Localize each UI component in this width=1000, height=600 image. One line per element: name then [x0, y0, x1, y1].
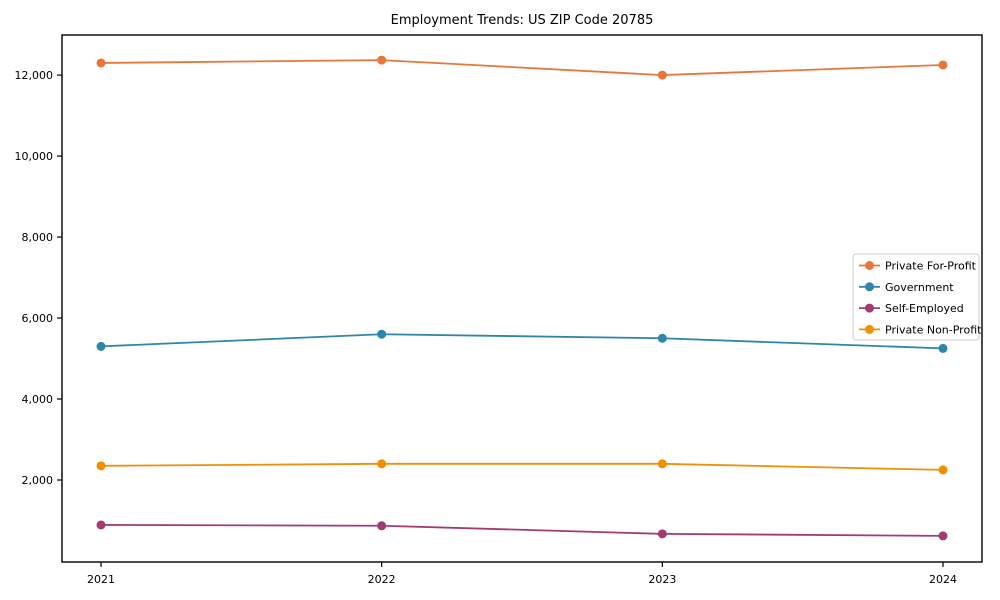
data-point — [657, 70, 667, 80]
x-tick-label: 2023 — [648, 573, 676, 586]
data-point — [938, 531, 948, 541]
data-point — [96, 520, 106, 530]
y-tick-label: 8,000 — [22, 231, 54, 244]
data-point — [377, 521, 387, 531]
data-point — [377, 55, 387, 65]
y-tick-label: 12,000 — [15, 69, 54, 82]
legend-label: Government — [885, 281, 954, 294]
y-tick-label: 2,000 — [22, 474, 54, 487]
legend-marker — [865, 261, 874, 270]
series-line-private-for-profit — [100, 59, 944, 76]
data-point — [657, 333, 667, 343]
series-line-self-employed — [100, 524, 944, 537]
x-tick-label: 2022 — [368, 573, 396, 586]
data-point — [657, 459, 667, 469]
series-line-government — [100, 333, 944, 350]
x-tick-label: 2021 — [87, 573, 115, 586]
x-tick-label: 2024 — [929, 573, 957, 586]
legend-marker — [865, 324, 874, 334]
legend-box — [852, 253, 980, 341]
series-line-private-non-profit — [100, 462, 944, 471]
legend-label: Self-Employed — [885, 302, 964, 315]
data-point — [96, 341, 106, 351]
legend-label: Private Non-Profit — [885, 323, 982, 336]
legend-marker — [865, 303, 874, 313]
data-point — [377, 329, 387, 339]
legend-label: Private For-Profit — [885, 260, 977, 273]
data-point — [938, 343, 948, 353]
legend: Private For-Profit Government Self-Employe… — [852, 253, 982, 341]
data-point — [96, 461, 106, 471]
data-point — [938, 465, 948, 475]
data-point — [377, 459, 387, 469]
plot-area: 2,000 4,000 6,000 8,000 10,000 12,000 2021 2022… — [15, 34, 983, 586]
legend-marker — [865, 282, 874, 292]
data-point — [938, 60, 948, 70]
y-tick-label: 4,000 — [22, 393, 54, 406]
y-tick-label: 10,000 — [15, 150, 54, 163]
y-tick-label: 6,000 — [22, 312, 54, 325]
data-point — [96, 58, 106, 68]
axes-border — [61, 34, 983, 563]
data-point — [657, 529, 667, 539]
chart-title: Employment Trends: US ZIP Code 20785 — [391, 13, 654, 28]
